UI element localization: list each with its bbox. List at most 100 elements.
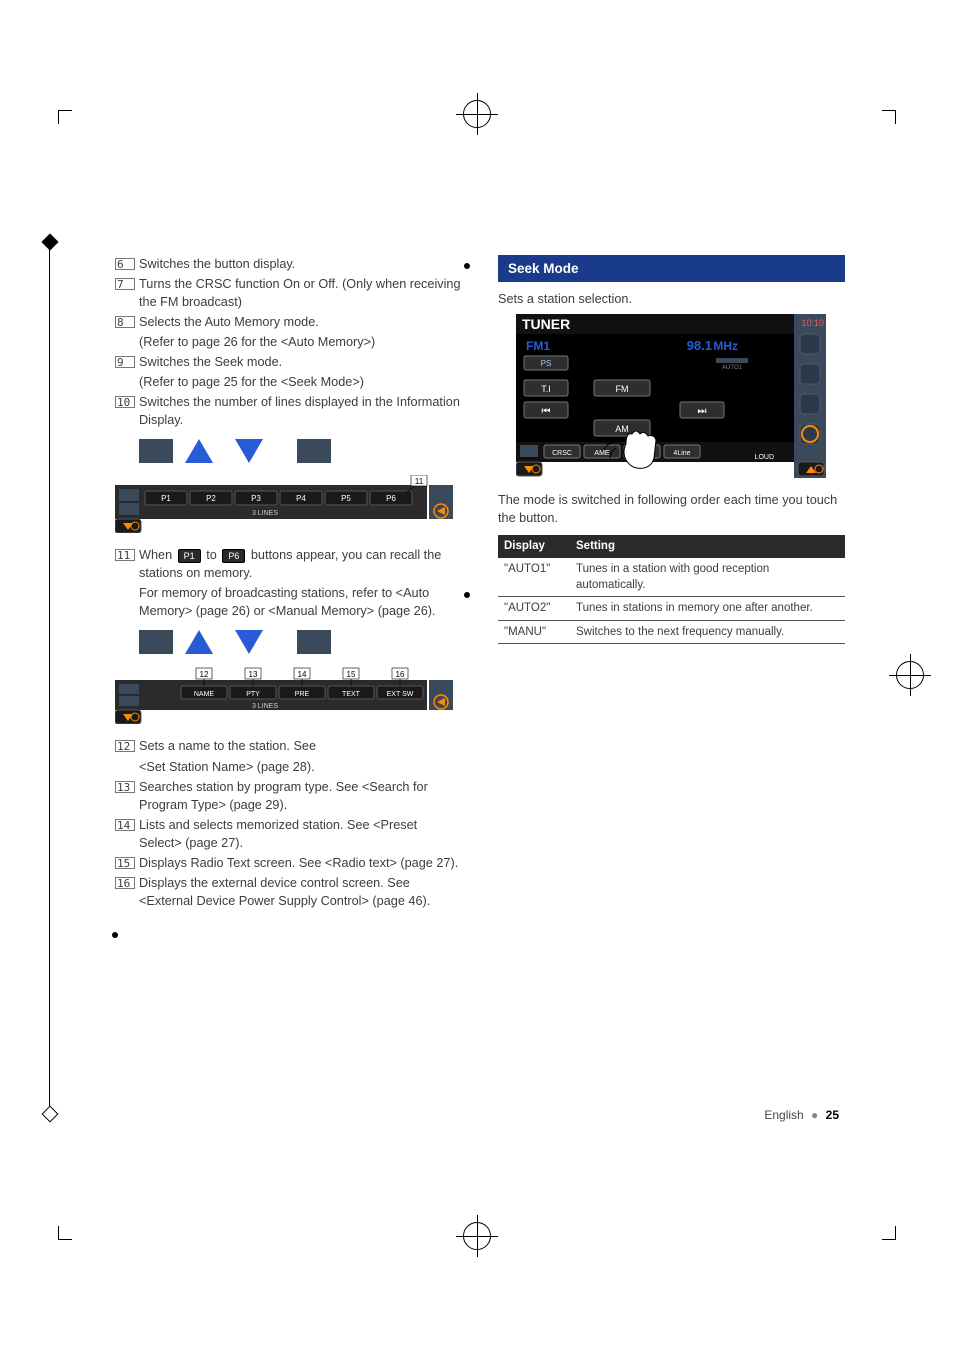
item-number: 13 [115, 781, 135, 793]
footer-dot-icon: ● [811, 1108, 818, 1122]
settings-table: Display Setting "AUTO1"Tunes in a statio… [498, 535, 845, 644]
table-cell: "AUTO2" [498, 597, 570, 620]
svg-text:14: 14 [298, 670, 307, 679]
item-text: Switches the number of lines displayed i… [139, 393, 462, 429]
svg-text:P2: P2 [206, 494, 216, 503]
svg-text:AM: AM [615, 424, 629, 434]
item-text: Switches the Seek mode. [139, 353, 462, 371]
p1-button-icon: P1 [178, 549, 201, 564]
item-text: Selects the Auto Memory mode. [139, 313, 462, 331]
item-text: For memory of broadcasting stations, ref… [139, 584, 462, 620]
item-number: 11 [115, 549, 135, 561]
svg-text:12: 12 [200, 670, 209, 679]
svg-text:P5: P5 [341, 494, 351, 503]
footer-page-number: 25 [826, 1108, 839, 1122]
item-text: (Refer to page 26 for the <Auto Memory>) [139, 333, 462, 351]
footer-language: English [764, 1108, 803, 1122]
svg-text:3 LINES: 3 LINES [252, 703, 278, 710]
item-text: Turns the CRSC function On or Off. (Only… [139, 275, 462, 311]
svg-text:EXT SW: EXT SW [387, 691, 414, 698]
crop-mark [58, 1226, 72, 1240]
left-column: 6 Switches the button display. 7 Turns the … [115, 255, 462, 912]
svg-text:⏭: ⏭ [698, 406, 707, 417]
crop-mark [882, 110, 896, 124]
table-row: "AUTO1"Tunes in a station with good rece… [498, 558, 845, 597]
item-number: 16 [115, 877, 135, 889]
svg-text:⏮: ⏮ [542, 406, 551, 417]
section-heading: Seek Mode [498, 255, 845, 282]
svg-text:P3: P3 [251, 494, 261, 503]
svg-text:NAME: NAME [194, 691, 215, 698]
item-number: 12 [115, 740, 135, 752]
function-button-strip: NAME 12 PTY 13 PRE 14 TEXT 15 EXT SW 16 3 LINES LOU… [115, 666, 462, 729]
svg-text:AME: AME [594, 450, 610, 457]
table-cell: "AUTO1" [498, 558, 570, 597]
switch-indicator-icons [139, 626, 462, 660]
item-text: Displays the external device control scr… [139, 874, 462, 910]
item-number: 14 [115, 819, 135, 831]
item-number: 6 [115, 258, 135, 270]
item-text: When P1 to P6 buttons appear, you can re… [139, 546, 462, 582]
svg-text:FM1: FM1 [526, 339, 550, 353]
svg-text:LOUD: LOUD [755, 454, 774, 461]
svg-text:P1: P1 [161, 494, 171, 503]
svg-text:98.1: 98.1 [687, 338, 712, 353]
switch-indicator-icons [139, 435, 462, 469]
svg-text:MHz: MHz [713, 339, 738, 353]
table-cell: Tunes in stations in memory one after an… [570, 597, 845, 620]
item-number: 15 [115, 857, 135, 869]
table-cell: "MANU" [498, 620, 570, 643]
svg-text:16: 16 [396, 670, 405, 679]
registration-mark [463, 1222, 491, 1250]
preset-button-strip: P1 P2 P3 P4 P5 P6 3 LINES 11 LOUD [115, 475, 462, 538]
crop-mark [882, 1226, 896, 1240]
item-text: <Set Station Name> (page 28). [139, 758, 462, 776]
table-cell: Tunes in a station with good reception a… [570, 558, 845, 597]
svg-text:PS: PS [541, 359, 552, 368]
table-row: "MANU"Switches to the next frequency man… [498, 620, 845, 643]
svg-text:P4: P4 [296, 494, 306, 503]
svg-text:4Line: 4Line [673, 450, 690, 457]
tuner-screenshot: TUNER FM1 98.1MHz PS AUTO1 T.I FM ⏮ ⏭ AM CRSC AME 4L… [516, 314, 826, 483]
item-number: 7 [115, 278, 135, 290]
svg-text:P6: P6 [386, 494, 396, 503]
svg-text:T.I: T.I [541, 384, 551, 394]
item-text: Displays Radio Text screen. See <Radio t… [139, 854, 462, 872]
svg-text:11: 11 [415, 477, 424, 486]
svg-text:PRE: PRE [295, 691, 310, 698]
crop-mark [58, 110, 72, 124]
fold-marks [40, 236, 60, 1120]
item-text: Lists and selects memorized station. See… [139, 816, 462, 852]
svg-text:3 LINES: 3 LINES [252, 510, 278, 517]
p6-button-icon: P6 [222, 549, 245, 564]
svg-text:LOUD: LOUD [398, 526, 415, 532]
item-text: (Refer to page 25 for the <Seek Mode>) [139, 373, 462, 391]
svg-text:15: 15 [347, 670, 356, 679]
registration-mark [896, 661, 924, 689]
svg-text:FM: FM [616, 384, 629, 394]
item-text: Searches station by program type. See <S… [139, 778, 462, 814]
item-text: Sets a name to the station. See [139, 737, 462, 755]
svg-text:AUTO1: AUTO1 [722, 365, 743, 371]
svg-text:10:10: 10:10 [801, 318, 824, 328]
item-text: Switches the button display. [139, 255, 462, 273]
svg-text:CRSC: CRSC [552, 450, 572, 457]
item-number: 8 [115, 316, 135, 328]
table-row: "AUTO2"Tunes in stations in memory one a… [498, 597, 845, 620]
item-number: 10 [115, 396, 135, 408]
svg-text:LOUD: LOUD [398, 717, 415, 723]
right-column: Seek Mode Sets a station selection. TUNE… [498, 255, 845, 912]
svg-text:TEXT: TEXT [342, 691, 361, 698]
svg-text:13: 13 [249, 670, 258, 679]
section-lead: Sets a station selection. [498, 290, 845, 308]
svg-text:PTY: PTY [246, 691, 260, 698]
page-footer: English ● 25 [764, 1108, 839, 1122]
caption-text: The mode is switched in following order … [498, 491, 845, 527]
section-dot [112, 932, 118, 938]
table-header: Display [498, 535, 570, 557]
item-number: 9 [115, 356, 135, 368]
table-cell: Switches to the next frequency manually. [570, 620, 845, 643]
table-header: Setting [570, 535, 845, 557]
registration-mark [463, 100, 491, 128]
svg-text:TUNER: TUNER [522, 316, 570, 332]
